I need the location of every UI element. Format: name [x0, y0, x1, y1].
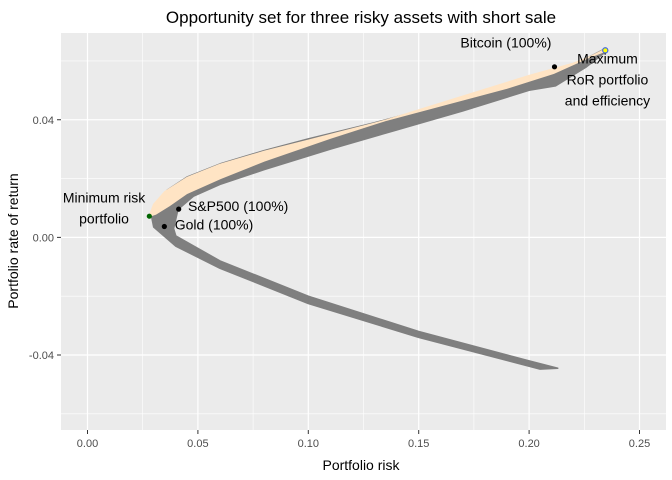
- sp500-label: S&P500 (100%): [188, 198, 288, 214]
- y-tick-label: -0.04: [29, 350, 54, 362]
- y-tick-label: 0.04: [33, 115, 54, 127]
- annotation-line: Gold (100%): [175, 217, 254, 233]
- annotation-line: Bitcoin (100%): [460, 35, 551, 51]
- chart-title: Opportunity set for three risky assets w…: [166, 8, 556, 27]
- x-tick-label: 0.25: [629, 438, 650, 450]
- annotation-line: Maximum: [577, 50, 638, 66]
- y-axis-title: Portfolio rate of return: [5, 173, 21, 308]
- x-axis-ticks: 0.00 0.05 0.10 0.15 0.20 0.25: [77, 430, 650, 450]
- annotation-line: S&P500 (100%): [188, 198, 288, 214]
- bitcoin-label: Bitcoin (100%): [460, 35, 551, 51]
- annotation-line: RoR portfolio: [567, 71, 649, 87]
- bitcoin-point: [551, 64, 558, 70]
- annotation-line: Minimum risk: [63, 190, 146, 206]
- opportunity-set-band: [150, 48, 605, 370]
- x-tick-label: 0.20: [518, 438, 539, 450]
- annotations: Bitcoin (100%) Maximum RoR portfolio and ef…: [63, 35, 650, 233]
- max-ror-point: [602, 47, 609, 54]
- gold-point: [161, 223, 167, 230]
- sp500-point: [176, 206, 182, 212]
- x-axis-title: Portfolio risk: [322, 457, 400, 473]
- min-risk-point: [146, 213, 152, 219]
- annotation-line: and efficiency: [565, 92, 650, 108]
- gold-label: Gold (100%): [175, 217, 254, 233]
- annotation-line: portfolio: [79, 211, 129, 227]
- max-ror-label: Maximum RoR portfolio and efficiency: [565, 50, 650, 108]
- min-risk-label: Minimum risk portfolio: [63, 190, 146, 227]
- highlight-points: [146, 47, 609, 230]
- y-tick-label: 0.00: [33, 232, 54, 244]
- x-tick-label: 0.10: [298, 438, 319, 450]
- x-tick-label: 0.15: [408, 438, 429, 450]
- x-tick-label: 0.05: [187, 438, 208, 450]
- x-tick-label: 0.00: [77, 438, 98, 450]
- y-axis-ticks: -0.04 0.00 0.04: [29, 115, 61, 362]
- major-gridlines: [61, 33, 666, 430]
